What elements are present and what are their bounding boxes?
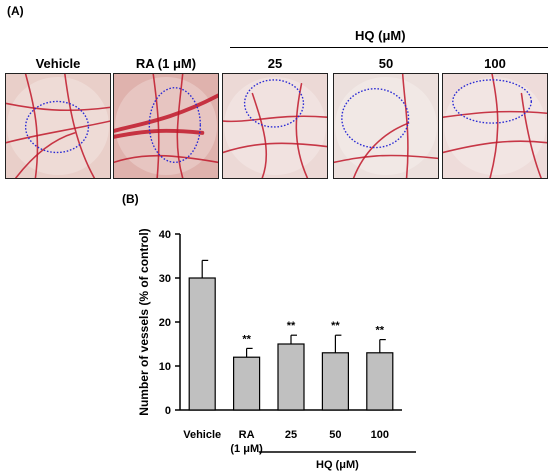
hq-group-label-bottom: HQ (μM) [316, 459, 359, 471]
y-tick-label: 40 [159, 229, 171, 241]
bar [366, 352, 394, 411]
image-title-hq-25: 25 [267, 56, 283, 71]
panel-a-label: (A) [7, 4, 24, 18]
egg-image-hq-25 [222, 73, 328, 179]
image-title-hq-50: 50 [378, 56, 394, 71]
x-tick-label: RA (1 μM) [230, 429, 263, 455]
x-tick-label: 25 [285, 429, 297, 441]
significance-mark: ** [376, 325, 385, 337]
bar [321, 352, 349, 411]
x-tick-label: Vehicle [183, 429, 221, 441]
image-title-ra: RA (1 μM) [135, 56, 197, 71]
bar [277, 343, 305, 411]
x-tick-label: 100 [371, 429, 389, 441]
y-axis-label: Number of vessels (% of control) [137, 228, 151, 415]
egg-image-ra [113, 73, 219, 179]
bar [233, 356, 261, 411]
egg-image-hq-50 [333, 73, 439, 179]
y-tick-label: 20 [159, 317, 171, 329]
egg-image-hq-100 [442, 73, 548, 179]
hq-group-bracket-top [230, 47, 548, 48]
significance-mark: ** [242, 333, 251, 345]
image-title-hq-100: 100 [484, 56, 506, 71]
hq-group-label-top: HQ (μM) [355, 28, 406, 43]
egg-image-vehicle [5, 73, 111, 179]
significance-mark: ** [331, 320, 340, 332]
significance-mark: ** [287, 320, 296, 332]
panel-b-label: (B) [122, 192, 139, 206]
y-tick-label: 10 [159, 361, 171, 373]
bar [188, 277, 216, 411]
image-title-vehicle: Vehicle [35, 56, 81, 71]
x-tick-label: 50 [329, 429, 341, 441]
y-tick-label: 0 [165, 405, 171, 417]
y-tick-label: 30 [159, 273, 171, 285]
